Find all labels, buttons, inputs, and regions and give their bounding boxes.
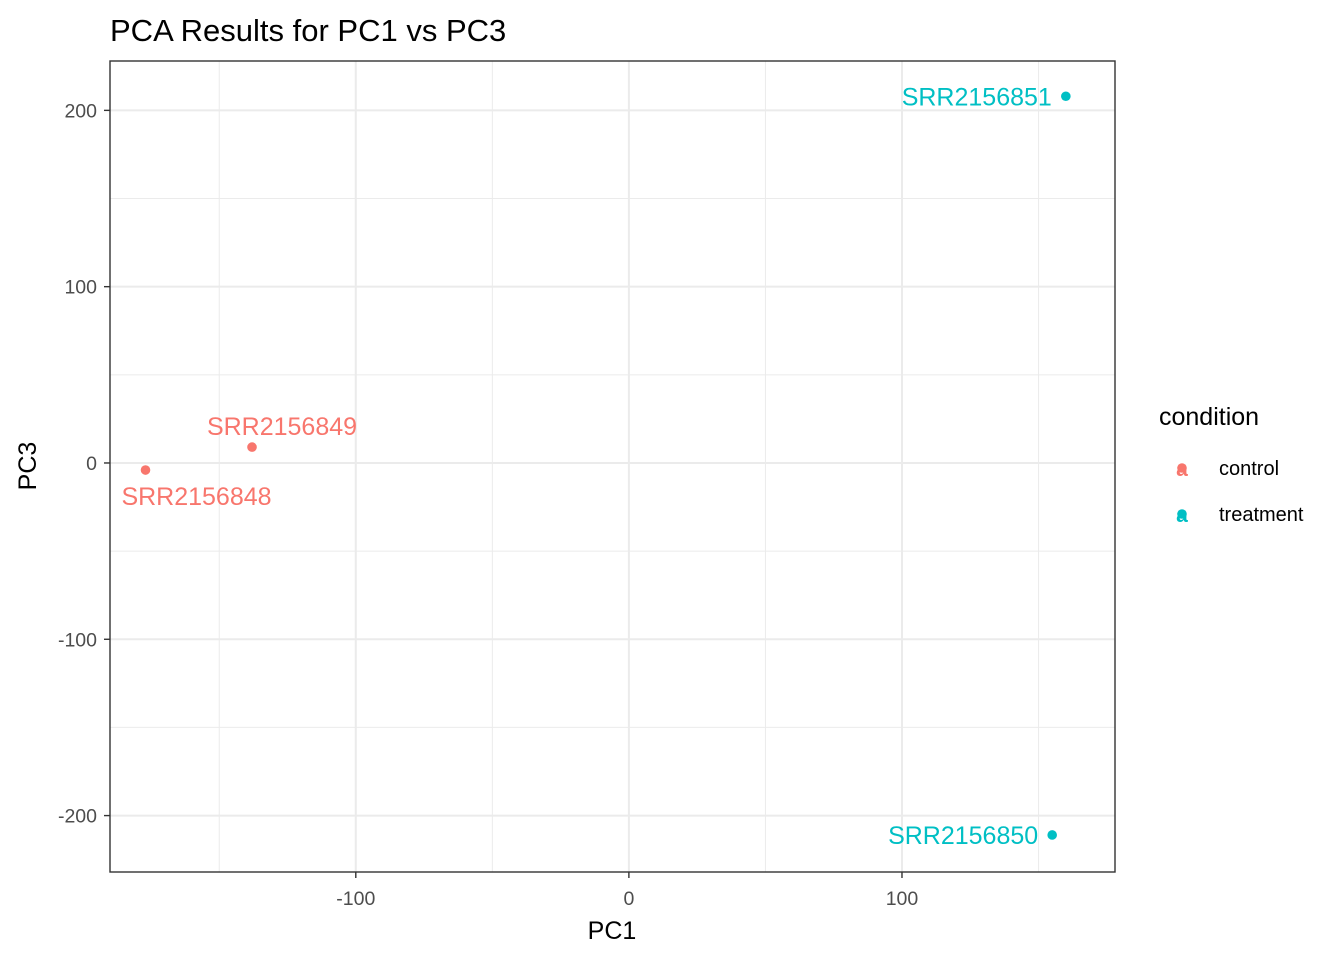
legend-title: condition <box>1159 403 1259 431</box>
x-tick-label: 100 <box>886 888 919 910</box>
data-point-srr2156851 <box>1061 91 1071 102</box>
axes-layer: -100 0 100 -200 -100 0 100 200 <box>58 100 918 910</box>
point-label-srr2156850: SRR2156850 <box>888 822 1038 850</box>
x-tick-label: 0 <box>623 888 634 910</box>
data-point-srr2156848 <box>140 465 151 475</box>
y-tick-label: -200 <box>58 806 97 828</box>
legend-key-text-glyph: a <box>1176 458 1188 481</box>
chart-title: PCA Results for PC1 vs PC3 <box>110 13 506 48</box>
y-tick-label: 100 <box>64 277 97 299</box>
y-axis-title: PC3 <box>14 442 42 491</box>
legend-key-point <box>1177 463 1187 473</box>
legend-label-treatment: treatment <box>1219 504 1304 526</box>
panel-grid <box>110 61 1115 872</box>
data-point-srr2156849 <box>247 442 257 452</box>
point-label-srr2156848: SRR2156848 <box>121 483 271 511</box>
legend-key-point <box>1177 509 1187 519</box>
y-tick-label: 200 <box>64 100 97 122</box>
y-tick-label: -100 <box>58 629 97 651</box>
legend-key-text-glyph: a <box>1176 504 1188 527</box>
y-tick-label: 0 <box>86 453 97 475</box>
point-label-srr2156849: SRR2156849 <box>207 413 357 441</box>
points-layer: SRR2156848 SRR2156849 SRR2156850 SRR2156851 <box>121 83 1071 850</box>
point-label-srr2156851: SRR2156851 <box>902 83 1052 111</box>
legend: condition a control a treatment <box>1159 403 1304 527</box>
legend-label-control: control <box>1219 458 1279 480</box>
data-point-srr2156850 <box>1047 830 1057 840</box>
x-tick-label: -100 <box>336 888 375 910</box>
x-axis-title: PC1 <box>588 917 637 945</box>
panel-border <box>109 60 1116 873</box>
panel-background <box>110 61 1115 872</box>
